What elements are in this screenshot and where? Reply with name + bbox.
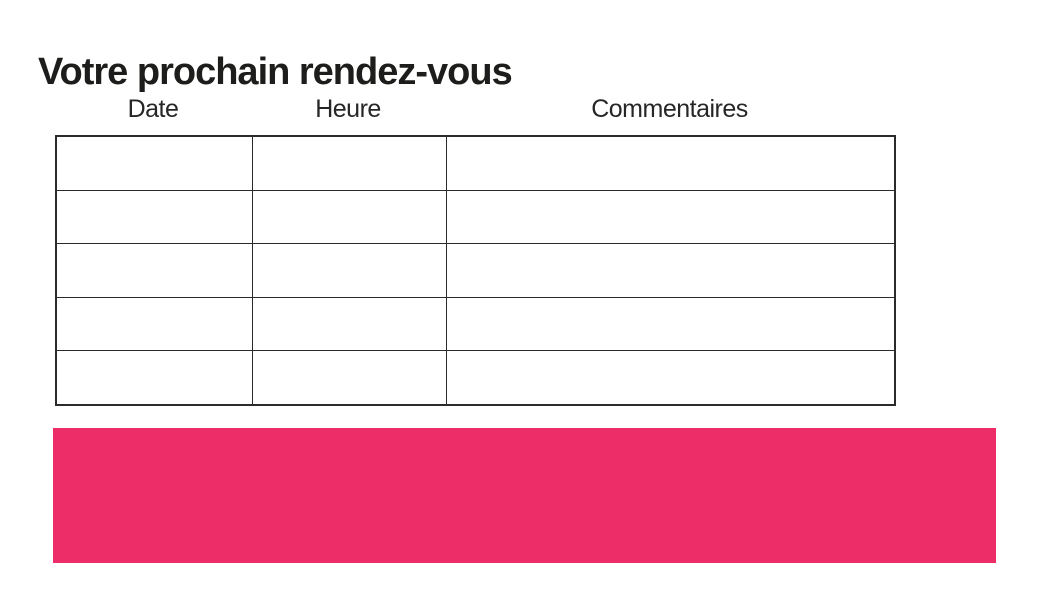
appointments-table-body xyxy=(55,135,896,405)
table-cell-commentaires xyxy=(445,296,896,351)
table-row xyxy=(55,189,896,244)
table-cell-commentaires xyxy=(445,350,896,405)
column-header-commentaires: Commentaires xyxy=(591,94,748,123)
table-row xyxy=(55,350,896,405)
table-cell-commentaires xyxy=(445,189,896,244)
table-cell-heure xyxy=(251,189,447,244)
table-cell-date xyxy=(55,189,253,244)
table-cell-heure xyxy=(251,350,447,405)
table-cell-commentaires xyxy=(445,135,896,191)
table-cell-date xyxy=(55,243,253,298)
table-cell-heure xyxy=(251,243,447,298)
pink-banner xyxy=(53,428,996,563)
table-cell-heure xyxy=(251,135,447,191)
table-row xyxy=(55,296,896,351)
table-row xyxy=(55,243,896,298)
table-row xyxy=(55,135,896,191)
table-header-row: Date Heure Commentaires xyxy=(55,92,894,126)
table-cell-commentaires xyxy=(445,243,896,298)
column-header-heure: Heure xyxy=(315,94,381,123)
appointments-table xyxy=(55,135,896,406)
table-cell-heure xyxy=(251,296,447,351)
column-header-date: Date xyxy=(127,94,179,123)
table-cell-date xyxy=(55,296,253,351)
page-title: Votre prochain rendez-vous xyxy=(38,51,513,94)
table-cell-date xyxy=(55,350,253,405)
table-cell-date xyxy=(55,135,253,191)
